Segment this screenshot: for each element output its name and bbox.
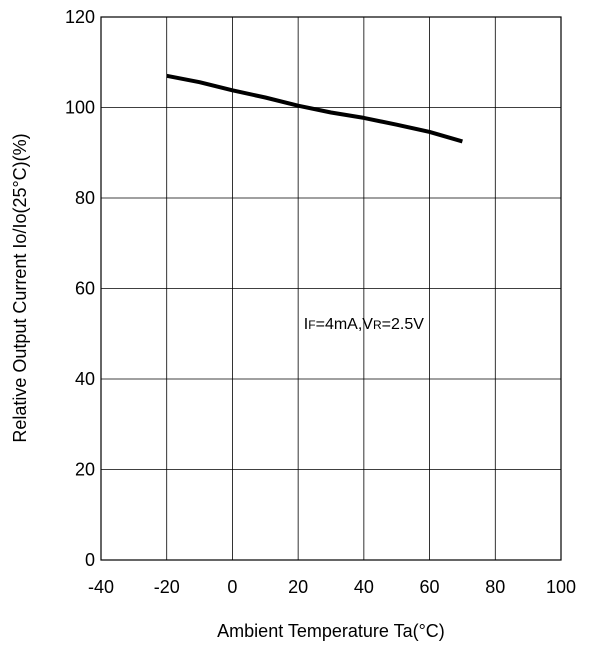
annotation-text: I (304, 316, 308, 333)
x-axis-label: Ambient Temperature Ta(°C) (217, 621, 445, 641)
x-tick-label: 100 (546, 577, 576, 597)
y-tick-label: 60 (75, 279, 95, 299)
x-tick-label: 80 (485, 577, 505, 597)
y-axis-label: Relative Output Current Io/Io(25°C)(%) (10, 133, 30, 442)
x-tick-label: 0 (227, 577, 237, 597)
annotation-text: =4mA,V (316, 316, 374, 333)
x-tick-label: 60 (420, 577, 440, 597)
y-tick-label: 0 (85, 550, 95, 570)
series-group (166, 73, 463, 144)
x-tick-label: 20 (288, 577, 308, 597)
x-tick-labels: -40 -20 0 20 40 60 80 100 (88, 577, 576, 597)
x-tick-label: -40 (88, 577, 114, 597)
plot-area-frame (100, 16, 562, 561)
series-line (166, 73, 463, 144)
y-tick-label: 20 (75, 460, 95, 480)
y-tick-label: 40 (75, 369, 95, 389)
test-condition-annotation: IF=4mA,VR=2.5V (304, 316, 424, 333)
x-tick-label: 40 (354, 577, 374, 597)
y-tick-label: 80 (75, 188, 95, 208)
x-tick-label: -20 (154, 577, 180, 597)
grid (100, 16, 562, 561)
annotation-text: =2.5V (382, 316, 425, 333)
annotation-subscript: F (308, 318, 315, 332)
annotation-subscript: R (373, 318, 382, 332)
y-tick-labels: 0 20 40 60 80 100 120 (65, 7, 95, 570)
y-tick-label: 120 (65, 7, 95, 27)
y-tick-label: 100 (65, 98, 95, 118)
